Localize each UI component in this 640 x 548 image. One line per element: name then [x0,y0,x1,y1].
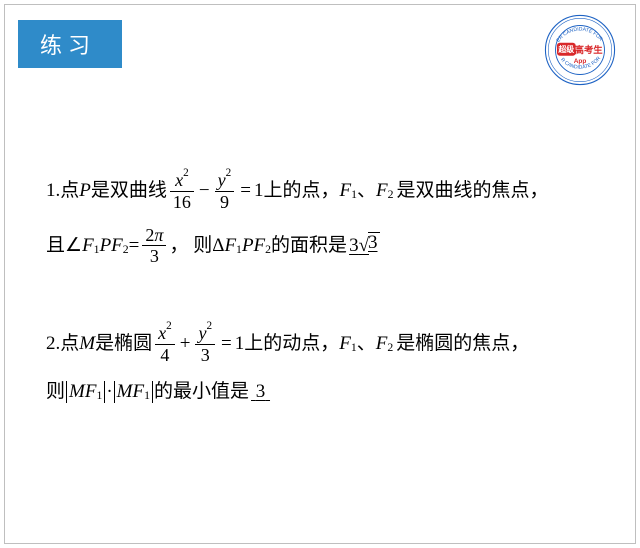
p2-d1: 4 [157,345,172,366]
p1-F1s: 1 [351,186,357,204]
p2-F1s: 1 [351,339,357,357]
p2-y2: 2 [206,320,212,332]
p2-d2: 3 [198,345,213,366]
p1-eq2: = [129,232,140,261]
p1-aF2: F [111,232,123,261]
p2-frac2: y2 3 [195,323,215,366]
p2-t4: 是椭圆的焦点， [396,330,529,359]
svg-text:App: App [574,58,587,65]
p2-eq: = [221,330,232,359]
p1-tF1: F [224,232,236,261]
p2-F2s: 2 [387,339,393,357]
title-tab: 练习 [18,20,122,68]
p1-answer: 3√3 [347,232,385,261]
p2-aF2: F [133,381,145,403]
p1-line2: 且 ∠ F1 P F2 = 2π 3 ， 则 Δ F1 P F2 的面积是 3√… [46,225,598,268]
p1-ans-a: 3 [349,232,359,261]
p2-line1: 2. 点 M 是椭圆 x2 4 + y2 3 = 1 上的动点， F1 、 F2… [46,323,598,366]
p1-F1a: F [339,177,351,206]
p1-eq: = [240,177,251,206]
p1-x: x [175,170,183,190]
p2-num: 2. [46,330,60,359]
p2-t6: 的最小值是 [154,378,249,407]
p1-aP: P [100,232,112,261]
p1-d2: 9 [217,192,232,213]
p1-aF2s: 2 [123,241,129,259]
p2-aM2: M [117,381,133,403]
triangle-icon: Δ [212,232,224,261]
p1-x2: 2 [183,167,189,179]
p1-aF1s: 1 [94,241,100,259]
svg-text:超级: 超级 [557,44,574,54]
p1-P: P [79,177,91,206]
p2-M: M [79,330,95,359]
p1-one: 1 [254,177,264,206]
p2-t5: 则 [46,378,65,407]
app-badge: SUPER CANDIDATE FOR CEE SUPER CANDIDATE … [544,14,616,86]
p1-t4: 是双曲线的焦点， [397,177,549,206]
p1-t7: 的面积是 [271,232,347,261]
p1-tF2: F [254,232,266,261]
p2-sep: 、 [357,330,376,359]
p2-aM1: M [69,381,85,403]
p2-x2: 2 [166,320,172,332]
p2-x: x [158,323,166,343]
p2-one: 1 [235,330,245,359]
p1-t2: 是双曲线 [91,177,167,206]
p1-t3: 上的点， [263,177,339,206]
problem-2: 2. 点 M 是椭圆 x2 4 + y2 3 = 1 上的动点， F1 、 F2… [46,323,598,406]
p1-frac2: y2 9 [215,170,235,213]
p1-sep: 、 [357,177,376,206]
p2-aF1s: 1 [96,389,102,403]
p2-aF1: F [85,381,97,403]
p2-abs1: MF1 [66,381,105,403]
p1-aF1: F [82,232,94,261]
p1-t5: 且 [46,232,65,261]
svg-text:高考生: 高考生 [575,44,604,55]
content-area: 1. 点 P 是双曲线 x2 16 − y2 9 = 1 上的点， F1 、 F… [46,170,598,462]
p1-y2: 2 [226,167,232,179]
p1-minus: − [199,177,210,206]
p2-aF2s: 1 [144,389,150,403]
p2-t2: 是椭圆 [95,330,152,359]
p1-F2s: 2 [388,186,394,204]
p2-line2: 则 MF1 · MF1 的最小值是 3 [46,378,598,407]
p1-F2a: F [376,177,388,206]
p1-d1: 16 [170,192,194,213]
p1-line1: 1. 点 P 是双曲线 x2 16 − y2 9 = 1 上的点， F1 、 F… [46,170,598,213]
problem-1: 1. 点 P 是双曲线 x2 16 − y2 9 = 1 上的点， F1 、 F… [46,170,598,267]
p1-frac3: 2π 3 [142,225,166,268]
p1-tF1s: 1 [236,241,242,259]
p2-plus: + [180,330,191,359]
p1-y: y [218,170,226,190]
p1-t1: 点 [60,177,79,206]
p2-F2: F [376,330,388,359]
p1-ans-b: 3 [368,232,380,253]
p2-ans-v: 3 [256,378,266,407]
p2-dot: · [106,378,112,407]
p1-pid: 3 [147,246,162,267]
p1-tP: P [242,232,254,261]
p1-tF2s: 2 [265,241,271,259]
p1-frac1: x2 16 [170,170,194,213]
p2-answer: 3 [249,378,276,407]
p2-t3: 上的动点， [244,330,339,359]
p2-F1: F [339,330,351,359]
p2-abs2: MF1 [114,381,153,403]
p1-ang: ∠ [65,232,82,261]
title-text: 练习 [40,33,96,58]
p2-t1: 点 [60,330,79,359]
p1-num: 1. [46,177,60,206]
p2-frac1: x2 4 [155,323,175,366]
p1-t6: ， 则 [169,232,212,261]
badge-svg: SUPER CANDIDATE FOR CEE SUPER CANDIDATE … [544,14,616,86]
